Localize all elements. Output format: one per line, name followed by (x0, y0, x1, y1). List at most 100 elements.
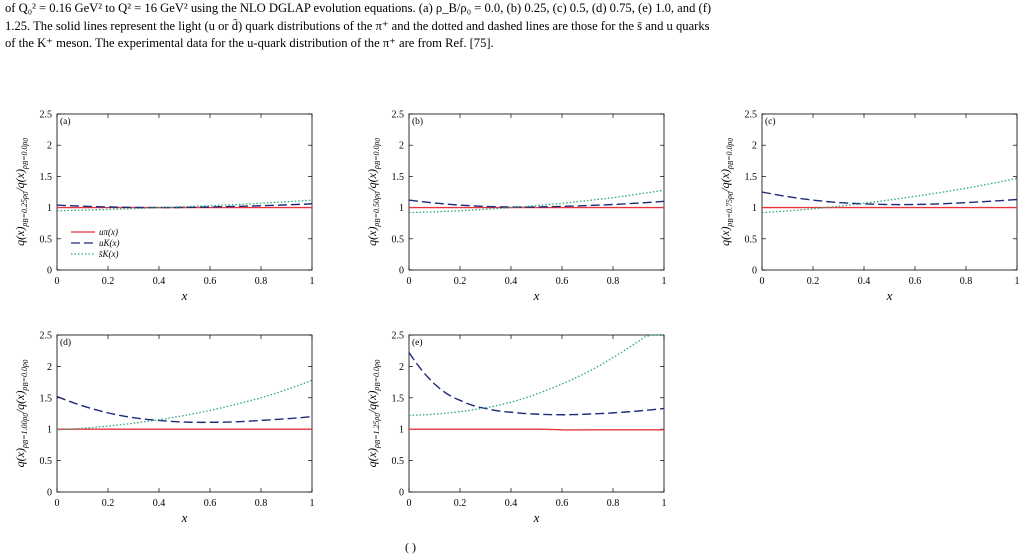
series-line-dotted (761, 177, 1018, 214)
x-tick-label: 1 (1015, 276, 1020, 287)
x-axis-label: x (533, 510, 540, 525)
series-line-dotted (408, 334, 664, 417)
panel-label: (a) (60, 116, 71, 127)
x-tick-label: 0.4 (858, 276, 871, 287)
y-tick-label: 1.5 (392, 393, 405, 404)
y-tick-label: 0 (47, 266, 52, 277)
x-tick-label: 0.8 (607, 276, 620, 287)
chart-panel-e: 0 0.2 0.4 0.6 0.8 1 0 0.5 1 1.5 2 2.5 x q(x)ρB=1.25ρ0… (365, 331, 667, 526)
x-tick-label: 0.8 (255, 498, 268, 509)
y-axis-label: q(x)ρB=0.25ρ0/q(x)ρB=0.0ρ0 (13, 138, 30, 246)
legend-entry: uK(x) (99, 238, 120, 248)
x-tick-label: 0.2 (454, 276, 467, 287)
y-tick-label: 2 (399, 362, 404, 373)
x-tick-label: 0.6 (204, 276, 217, 287)
x-tick-label: 1 (310, 498, 315, 509)
y-tick-label: 1 (47, 203, 52, 214)
panel-label: (e) (412, 337, 423, 348)
panel-label: (c) (765, 116, 776, 127)
x-tick-label: 0.6 (204, 498, 217, 509)
y-tick-label: 0.5 (40, 456, 53, 467)
x-tick-label: 0 (55, 498, 60, 509)
y-tick-label: 1 (399, 203, 404, 214)
y-tick-label: 1.5 (745, 172, 758, 183)
x-tick-label: 0 (55, 276, 60, 287)
x-tick-label: 0.2 (807, 276, 820, 287)
figure-caption: of Q₀² = 0.16 GeV² to Q² = 16 GeV² using… (5, 0, 1025, 53)
y-axis-label: q(x)ρB=1.25ρ0/q(x)ρB=0.0ρ0 (365, 359, 382, 467)
y-axis-label: q(x)ρB=0.75ρ0/q(x)ρB=0.0ρ0 (718, 138, 735, 246)
series-line-dotted (408, 189, 665, 214)
x-tick-label: 0.8 (255, 276, 268, 287)
x-axis-label: x (181, 288, 188, 303)
caption-line-3: of the K⁺ meson. The experimental data f… (5, 36, 494, 50)
plot-frame (56, 113, 313, 271)
chart-panel-c: 0 0.2 0.4 0.6 0.8 1 0 0.5 1 1.5 2 2.5 x q(x)ρB=0.75ρ0… (718, 110, 1020, 304)
chart-panel-b: 0 0.2 0.4 0.6 0.8 1 0 0.5 1 1.5 2 2.5 x q(x)ρB=0.50ρ0… (365, 110, 667, 304)
x-tick-label: 1 (662, 498, 667, 509)
series-line-dotted (56, 199, 313, 212)
y-tick-label: 1 (47, 425, 52, 436)
x-tick-label: 0.2 (102, 498, 115, 509)
y-tick-label: 1.5 (392, 172, 405, 183)
y-tick-label: 1.5 (40, 393, 53, 404)
y-tick-label: 0.5 (40, 234, 53, 245)
y-tick-label: 2 (47, 141, 52, 152)
x-tick-label: 0.6 (556, 498, 569, 509)
x-tick-label: 1 (662, 276, 667, 287)
y-tick-label: 0 (399, 488, 404, 499)
x-tick-label: 0 (407, 498, 412, 509)
y-tick-label: 0.5 (745, 234, 758, 245)
y-tick-label: 2.5 (392, 331, 405, 342)
panel-label: (d) (60, 337, 71, 348)
x-tick-label: 0.4 (153, 276, 166, 287)
y-tick-label: 2 (399, 141, 404, 152)
x-axis-label: x (533, 288, 540, 303)
y-tick-label: 0.5 (392, 234, 405, 245)
y-tick-label: 0.5 (392, 456, 405, 467)
y-tick-label: 1 (399, 425, 404, 436)
plot-frame (408, 113, 665, 271)
x-tick-label: 0.8 (607, 498, 620, 509)
plot-frame (761, 113, 1018, 271)
plot-frame (408, 334, 665, 493)
chart-panel-d: 0 0.2 0.4 0.6 0.8 1 0 0.5 1 1.5 2 2.5 x q(x)ρB=1.00ρ0… (13, 331, 315, 526)
legend-entry: s̄K(x) (99, 249, 119, 259)
plot-frame (56, 334, 313, 493)
series-line-solid (409, 428, 664, 431)
series-line-dashed (408, 199, 665, 208)
y-axis-label: q(x)ρB=0.50ρ0/q(x)ρB=0.0ρ0 (365, 138, 382, 246)
chart-panel-a: 0 0.2 0.4 0.6 0.8 1 0 0.5 1 1.5 2 2.5 x q(x)ρB=0.25ρ0… (13, 110, 315, 304)
y-tick-label: 2.5 (40, 110, 53, 121)
y-tick-label: 0 (752, 266, 757, 277)
series-line-dashed (56, 395, 313, 424)
legend-entry: uπ(x) (99, 227, 118, 237)
y-tick-label: 2 (47, 362, 52, 373)
y-tick-label: 2.5 (745, 110, 758, 121)
series-line-dashed (761, 191, 1018, 206)
y-tick-label: 2 (752, 141, 757, 152)
y-tick-label: 1.5 (40, 172, 53, 183)
series-line-dashed (408, 352, 665, 416)
series-line-dotted (56, 379, 313, 431)
y-tick-label: 2.5 (40, 331, 53, 342)
panel-label: (b) (412, 116, 423, 127)
y-axis-label: q(x)ρB=1.00ρ0/q(x)ρB=0.0ρ0 (13, 359, 30, 467)
x-tick-label: 0.4 (505, 498, 518, 509)
x-tick-label: 0.8 (960, 276, 973, 287)
x-tick-label: 0.4 (505, 276, 518, 287)
y-tick-label: 0 (399, 266, 404, 277)
x-tick-label: 0.6 (909, 276, 922, 287)
x-tick-label: 0.6 (556, 276, 569, 287)
next-caption-fragment: ( ) (405, 540, 416, 554)
y-tick-label: 2.5 (392, 110, 405, 121)
caption-line-2: 1.25. The solid lines represent the ligh… (5, 18, 710, 33)
x-tick-label: 0.4 (153, 498, 166, 509)
y-tick-label: 0 (47, 488, 52, 499)
y-tick-label: 1 (752, 203, 757, 214)
x-tick-label: 0 (760, 276, 765, 287)
series-line-dashed (56, 203, 313, 209)
x-tick-label: 0.2 (454, 498, 467, 509)
x-tick-label: 0.2 (102, 276, 115, 287)
